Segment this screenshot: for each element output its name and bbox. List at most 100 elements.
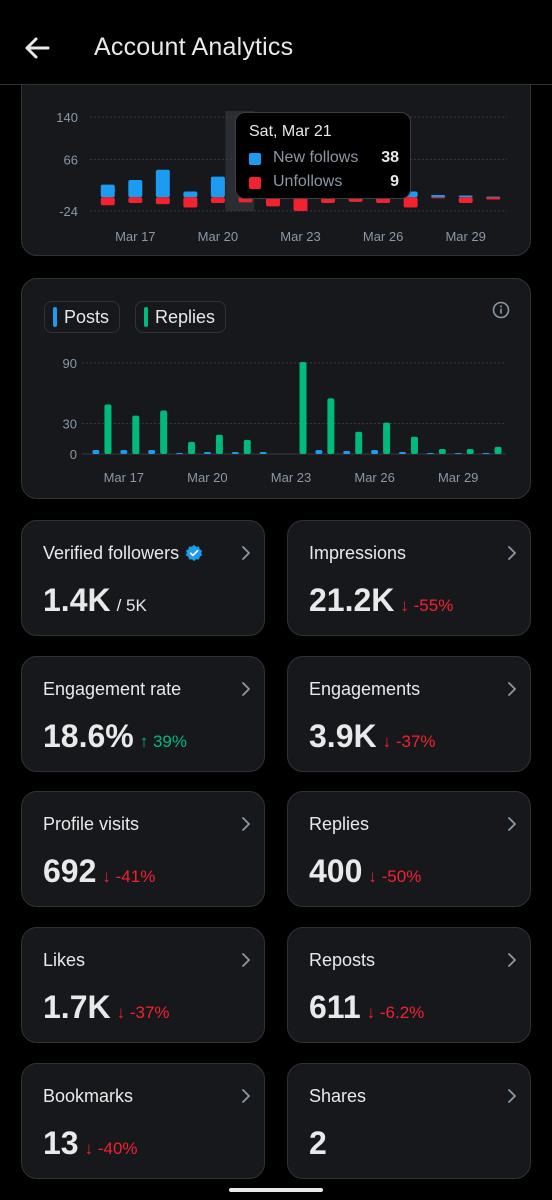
replies-bar xyxy=(494,446,502,454)
metric-label-text: Replies xyxy=(309,814,370,834)
page-title: Account Analytics xyxy=(94,33,294,61)
metric-value: 21.2K xyxy=(309,582,395,618)
metric-change-text: -50% xyxy=(381,867,422,886)
tooltip-new-follows-row: New follows 38 xyxy=(249,149,399,169)
metric-card-verified-followers[interactable]: Verified followers 1.4K / 5K xyxy=(21,520,265,636)
metric-value-row: 692 ↓ -41% xyxy=(43,853,155,890)
new-follows-bar xyxy=(458,195,473,198)
metric-label-text: Bookmarks xyxy=(43,1086,134,1106)
replies-bar xyxy=(438,448,446,454)
metric-change: ↑ 39% xyxy=(140,732,187,751)
posts-bar xyxy=(426,452,434,454)
metric-value-row: 13 ↓ -40% xyxy=(43,1125,138,1162)
posts-swatch xyxy=(53,307,57,327)
metric-card-replies[interactable]: Replies 400 ↓ -50% xyxy=(287,791,531,907)
chevron-right-icon xyxy=(242,953,250,967)
metric-change-text: / 5K xyxy=(116,596,147,615)
replies-bar xyxy=(104,404,112,454)
replies-bar xyxy=(160,410,168,454)
home-indicator xyxy=(229,1188,323,1192)
metric-label-text: Engagements xyxy=(309,679,421,699)
posts-bar xyxy=(315,449,323,454)
tooltip-date: Sat, Mar 21 xyxy=(249,123,332,140)
x-tick-label: Mar 26 xyxy=(354,470,394,485)
metric-change-text: -37% xyxy=(129,1003,170,1022)
metric-change: ↓ -37% xyxy=(117,1003,170,1022)
metric-label: Profile visits xyxy=(43,814,139,835)
chevron-right-icon xyxy=(242,682,250,696)
posts-bar xyxy=(231,451,239,454)
x-tick-label: Mar 17 xyxy=(104,470,144,485)
metric-card-impressions[interactable]: Impressions 21.2K ↓ -55% xyxy=(287,520,531,636)
metric-label: Replies xyxy=(309,814,369,835)
arrow-up-icon: ↑ xyxy=(139,732,153,751)
new-follows-bar xyxy=(183,191,198,198)
tooltip-unfollows-row: Unfollows 9 xyxy=(249,173,399,193)
arrow-down-icon: ↓ xyxy=(382,732,396,751)
x-tick-label: Mar 20 xyxy=(187,470,227,485)
metric-card-engagements[interactable]: Engagements 3.9K ↓ -37% xyxy=(287,656,531,772)
unfollows-bar xyxy=(100,197,115,206)
new-follows-bar xyxy=(128,180,143,198)
back-arrow-icon[interactable] xyxy=(22,32,54,64)
legend-posts-button[interactable]: Posts xyxy=(44,301,121,333)
metric-label: Shares xyxy=(309,1086,366,1107)
posts-bar xyxy=(482,452,490,454)
metric-value-row: 2 xyxy=(309,1125,327,1162)
metric-label-text: Reposts xyxy=(309,950,376,970)
metric-value-row: 21.2K ↓ -55% xyxy=(309,582,453,619)
chevron-right-icon xyxy=(242,546,250,560)
metric-card-likes[interactable]: Likes 1.7K ↓ -37% xyxy=(21,927,265,1043)
metric-card-shares[interactable]: Shares 2 xyxy=(287,1063,531,1179)
y-tick-label: 0 xyxy=(70,447,77,462)
unfollows-bar xyxy=(210,197,225,203)
info-icon[interactable] xyxy=(492,301,510,319)
unfollows-bar xyxy=(293,197,308,211)
replies-bar xyxy=(132,415,140,454)
new-follows-bar xyxy=(155,169,170,198)
legend-posts-label: Posts xyxy=(64,306,110,327)
legend-replies-label: Replies xyxy=(155,306,216,327)
metric-value: 611 xyxy=(309,989,361,1025)
metric-change-text: -40% xyxy=(97,1139,138,1158)
metric-value-row: 400 ↓ -50% xyxy=(309,853,421,890)
metric-change-text: -55% xyxy=(413,596,454,615)
metric-value: 692 xyxy=(43,853,97,889)
replies-bar xyxy=(243,439,251,454)
metric-card-profile-visits[interactable]: Profile visits 692 ↓ -41% xyxy=(21,791,265,907)
unfollows-bar xyxy=(155,197,170,205)
unfollows-bar xyxy=(458,197,473,203)
chevron-right-icon xyxy=(508,1089,516,1103)
tooltip-unfollows-value: 9 xyxy=(390,173,399,190)
posts-bar xyxy=(148,449,156,454)
chevron-right-icon xyxy=(508,817,516,831)
new-follows-swatch xyxy=(249,153,261,165)
x-tick-label: Mar 29 xyxy=(438,470,478,485)
metric-change-text: 39% xyxy=(152,732,187,751)
metric-card-reposts[interactable]: Reposts 611 ↓ -6.2% xyxy=(287,927,531,1043)
legend-replies-button[interactable]: Replies xyxy=(135,301,227,333)
y-tick-label: -24 xyxy=(59,204,78,219)
posts-bar xyxy=(120,449,128,454)
metric-card-bookmarks[interactable]: Bookmarks 13 ↓ -40% xyxy=(21,1063,265,1179)
chevron-right-icon xyxy=(508,953,516,967)
y-tick-label: 30 xyxy=(63,417,77,432)
metric-value-row: 611 ↓ -6.2% xyxy=(309,989,424,1026)
metric-value: 1.4K xyxy=(43,582,111,618)
metric-label-text: Impressions xyxy=(309,543,407,563)
metric-value-row: 1.4K / 5K xyxy=(43,582,147,619)
top-app-bar: Account Analytics xyxy=(0,0,552,85)
new-follows-bar xyxy=(210,176,225,198)
x-tick-label: Mar 20 xyxy=(198,229,238,244)
replies-bar xyxy=(383,422,391,454)
metric-value: 18.6% xyxy=(43,718,134,754)
metric-card-engagement-rate[interactable]: Engagement rate 18.6% ↑ 39% xyxy=(21,656,265,772)
metric-change: ↓ -40% xyxy=(85,1139,138,1158)
posts-bar xyxy=(454,452,462,454)
arrow-down-icon: ↓ xyxy=(366,1003,380,1022)
arrow-down-icon: ↓ xyxy=(102,867,116,886)
metric-value: 2 xyxy=(309,1125,327,1161)
metric-value-row: 18.6% ↑ 39% xyxy=(43,718,187,755)
metric-value: 400 xyxy=(309,853,363,889)
metric-change-text: -37% xyxy=(395,732,436,751)
